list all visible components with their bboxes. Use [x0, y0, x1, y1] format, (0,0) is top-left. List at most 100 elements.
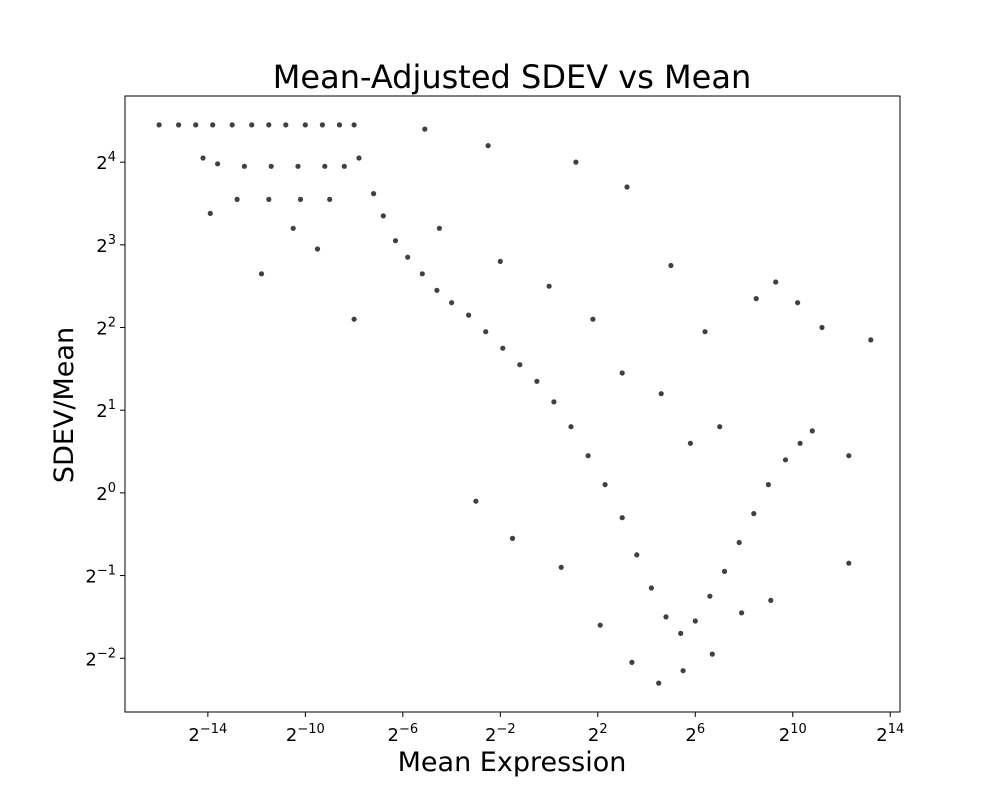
data-point — [356, 155, 362, 161]
data-point — [663, 614, 669, 620]
x-axis-ticks: 2−14 2−10 2−6 2−2 22 26 210 214 — [188, 712, 904, 746]
y-tick-label: 20 — [96, 481, 116, 505]
data-point — [266, 122, 272, 128]
data-point — [597, 622, 603, 628]
data-point — [351, 122, 357, 128]
data-point — [405, 254, 411, 260]
data-point — [229, 122, 235, 128]
data-point — [380, 213, 386, 219]
data-point — [687, 440, 694, 446]
data-point — [258, 271, 265, 277]
data-point — [266, 196, 272, 202]
data-point — [351, 316, 357, 322]
data-point — [156, 122, 162, 128]
y-tick-label: 24 — [96, 150, 116, 174]
data-point — [819, 324, 825, 331]
data-point — [314, 246, 321, 252]
data-point — [290, 225, 296, 231]
data-point — [707, 593, 713, 599]
data-point — [210, 122, 216, 128]
data-point — [485, 143, 491, 149]
y-tick-label: 2−1 — [85, 564, 116, 588]
data-point — [678, 630, 684, 637]
data-point — [283, 122, 289, 128]
x-tick-label: 2−14 — [188, 722, 227, 746]
data-point — [658, 391, 664, 397]
x-axis-label: Mean Expression — [398, 747, 627, 778]
data-point — [797, 440, 803, 446]
data-point — [193, 122, 199, 128]
data-point — [634, 552, 640, 558]
data-point — [717, 424, 723, 430]
data-point — [846, 560, 852, 566]
data-point — [207, 210, 213, 216]
data-point — [736, 539, 742, 546]
data-point — [753, 296, 759, 302]
data-point — [765, 482, 772, 488]
data-point — [782, 457, 789, 463]
y-tick-label: 23 — [96, 233, 116, 257]
data-point — [436, 225, 442, 231]
y-tick-label: 22 — [96, 316, 116, 340]
data-point — [500, 345, 506, 351]
data-point — [692, 618, 698, 624]
data-point — [322, 163, 328, 169]
data-point — [590, 316, 596, 322]
data-point — [558, 564, 564, 570]
data-point — [868, 337, 874, 343]
data-point — [200, 155, 206, 161]
chart-title: Mean-Adjusted SDEV vs Mean — [273, 58, 751, 96]
x-tick-label: 2−6 — [388, 722, 419, 746]
data-point — [341, 163, 347, 169]
data-point — [483, 329, 489, 335]
data-point — [466, 312, 472, 318]
data-point — [473, 498, 479, 504]
data-point — [392, 238, 399, 244]
data-point — [371, 191, 377, 197]
data-point — [176, 122, 182, 128]
data-point — [573, 159, 579, 165]
data-point — [709, 651, 715, 657]
data-point — [336, 122, 343, 128]
data-point — [241, 163, 247, 169]
data-point — [585, 453, 591, 459]
points-layer — [156, 122, 874, 686]
data-point — [656, 680, 662, 686]
data-point — [739, 610, 745, 616]
data-point — [551, 399, 557, 405]
data-point — [268, 163, 274, 169]
y-tick-label: 2−2 — [85, 646, 116, 670]
data-point — [773, 279, 779, 285]
data-point — [751, 510, 757, 517]
data-point — [629, 659, 635, 666]
data-point — [215, 161, 221, 167]
y-tick-label: 21 — [96, 398, 116, 422]
x-tick-label: 2−10 — [286, 722, 325, 746]
data-point — [546, 283, 552, 289]
data-point — [846, 453, 852, 459]
data-point — [517, 362, 523, 368]
data-point — [721, 568, 728, 575]
data-point — [568, 424, 574, 430]
data-point — [249, 122, 255, 128]
data-point — [509, 535, 516, 542]
data-point — [680, 668, 686, 674]
data-point — [702, 329, 708, 335]
data-point — [497, 258, 503, 264]
data-point — [648, 585, 655, 591]
data-point — [668, 262, 674, 269]
data-point — [295, 163, 301, 169]
data-point — [319, 122, 325, 128]
x-tick-label: 22 — [588, 722, 608, 746]
data-point — [768, 597, 774, 604]
y-axis-ticks: 2−2 2−1 20 21 22 23 24 — [85, 150, 125, 670]
x-tick-label: 2−2 — [485, 722, 516, 746]
y-axis-label: SDEV/Mean — [49, 327, 80, 483]
data-point — [327, 196, 333, 202]
data-point — [809, 428, 815, 434]
data-point — [602, 482, 608, 488]
data-point — [624, 184, 630, 190]
x-tick-label: 214 — [876, 722, 904, 746]
data-point — [234, 196, 240, 202]
